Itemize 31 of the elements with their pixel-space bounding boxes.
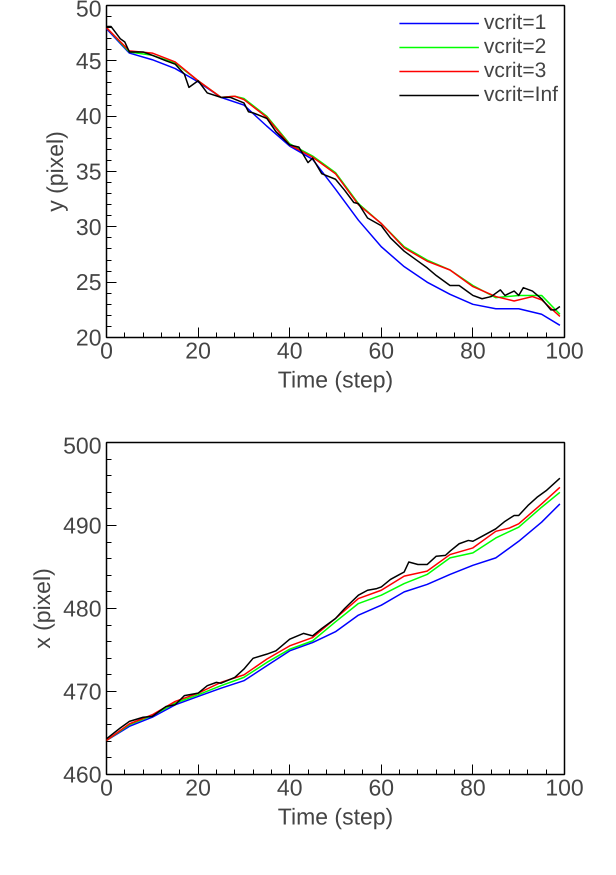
legend-label: vcrit=2	[484, 35, 546, 59]
x-tick-label: 80	[460, 774, 486, 800]
x-tick-label: 60	[368, 338, 394, 364]
y-axis-title: y (pixel)	[42, 131, 68, 212]
x-tick-label: 60	[368, 774, 394, 800]
y-tick-label: 490	[63, 512, 102, 538]
x-tick-label: 40	[276, 774, 302, 800]
x-tick-label: 20	[185, 338, 211, 364]
y-tick-label: 480	[63, 596, 102, 622]
x-tick-label: 0	[100, 774, 113, 800]
x-tick-label: 20	[185, 774, 211, 800]
y-tick-label: 35	[76, 158, 102, 184]
legend-label: vcrit=3	[484, 59, 546, 83]
y-tick-label: 50	[76, 0, 102, 22]
x-tick-label: 0	[100, 338, 113, 364]
y-tick-label: 30	[76, 214, 102, 240]
x-tick-label: 40	[276, 338, 302, 364]
x-axis-title: Time (step)	[278, 366, 394, 392]
y-tick-label: 40	[76, 103, 102, 130]
y-tick-label: 25	[76, 269, 102, 296]
y-tick-label: 500	[63, 432, 102, 458]
legend-label: vcrit=Inf	[484, 83, 558, 107]
y-axis-title: x (pixel)	[29, 568, 56, 649]
y-tick-label: 45	[76, 48, 102, 74]
x-axis-title: Time (step)	[278, 804, 394, 830]
y-tick-label: 460	[63, 762, 102, 788]
legend-label: vcrit=1	[484, 11, 546, 35]
y-tick-label: 470	[63, 678, 102, 704]
x-tick-label: 100	[545, 774, 584, 800]
x-tick-label: 100	[545, 338, 584, 364]
x-tick-label: 80	[460, 338, 486, 364]
